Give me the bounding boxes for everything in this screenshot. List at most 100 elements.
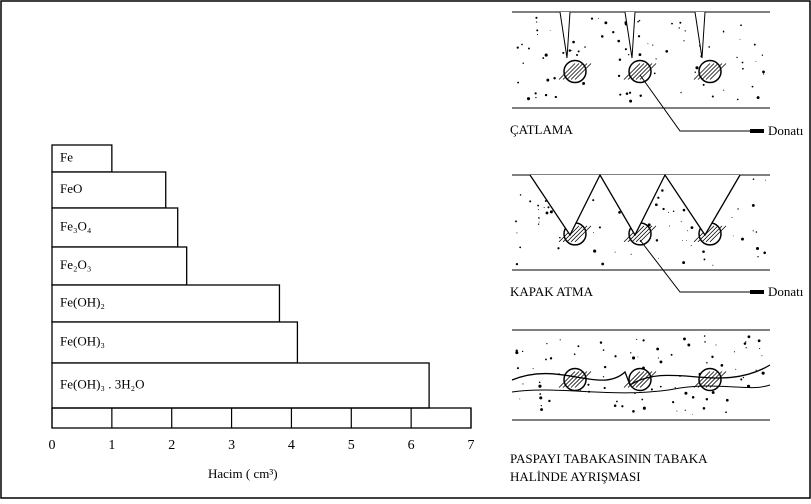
aggregate [523, 63, 524, 64]
callout: Donatı [768, 123, 804, 138]
aggregate [591, 17, 593, 19]
aggregate [522, 351, 523, 352]
aggregate [529, 200, 531, 202]
aggregate [519, 398, 520, 399]
aggregate [651, 388, 653, 390]
aggregate [626, 92, 629, 95]
bar-label: Fe₃O₄ [60, 218, 92, 233]
aggregate [592, 199, 594, 201]
aggregate [618, 75, 620, 77]
aggregate [642, 339, 644, 341]
aggregate [539, 222, 540, 223]
aggregate [527, 97, 530, 100]
aggregate [756, 231, 758, 233]
aggregate [658, 258, 659, 259]
diagram-label: PASPAYI TABAKASININ TABAKA [510, 451, 708, 466]
aggregate [598, 18, 599, 19]
aggregate [661, 189, 664, 192]
aggregate [636, 339, 637, 340]
aggregate [616, 401, 618, 403]
aggregate [687, 230, 688, 231]
aggregate [517, 82, 519, 84]
aggregate [538, 217, 540, 219]
aggregate [762, 55, 763, 56]
aggregate [521, 44, 523, 46]
aggregate [517, 367, 519, 369]
aggregate [657, 197, 659, 199]
page: Hacim ( cm³) ÇATLAMA Donatı KAPAK ATMA D… [0, 0, 811, 504]
aggregate [545, 54, 548, 57]
bar-label: Fe [60, 149, 73, 164]
aggregate [577, 345, 579, 347]
aggregate [731, 217, 732, 218]
aggregate [703, 84, 705, 86]
aggregate [712, 265, 713, 266]
x-tick-label: 7 [468, 438, 475, 453]
aggregate [535, 92, 537, 94]
aggregate [550, 357, 552, 359]
diagram-label: ÇATLAMA [510, 122, 573, 137]
x-tick-label: 1 [108, 438, 115, 453]
aggregate [757, 256, 758, 257]
aggregate [537, 205, 539, 207]
aggregate [603, 349, 605, 351]
aggregate [629, 100, 632, 103]
aggregate [604, 366, 606, 368]
aggregate [671, 23, 673, 25]
aggregate [541, 405, 542, 406]
aggregate [668, 212, 669, 213]
aggregate [639, 20, 640, 21]
aggregate [745, 341, 746, 342]
x-tick-label: 6 [408, 438, 415, 453]
aggregate [614, 355, 616, 357]
aggregate [576, 54, 578, 56]
aggregate [637, 21, 639, 23]
aggregate [516, 232, 517, 233]
aggregate [637, 356, 638, 357]
aggregate [763, 252, 766, 255]
aggregate [515, 351, 518, 354]
aggregate [704, 341, 706, 343]
aggregate [572, 41, 575, 44]
aggregate [544, 207, 545, 208]
aggregate [571, 50, 572, 51]
aggregate [574, 353, 576, 355]
aggregate [535, 97, 536, 98]
x-tick-label: 0 [49, 438, 56, 453]
aggregate [550, 210, 553, 213]
aggregate [538, 385, 541, 388]
aggregate [756, 247, 759, 250]
aggregate [753, 178, 755, 180]
aggregate [639, 53, 642, 56]
aggregate [681, 221, 682, 222]
aggregate [516, 263, 518, 265]
aggregate [604, 387, 606, 389]
aggregate [601, 263, 604, 266]
aggregate [584, 46, 586, 48]
aggregate [683, 209, 686, 212]
aggregate [538, 209, 539, 210]
aggregate [740, 378, 742, 380]
aggregate [632, 356, 635, 359]
aggregate [682, 240, 683, 241]
aggregate [625, 48, 627, 50]
aggregate [683, 337, 686, 340]
aggregate [615, 252, 616, 253]
aggregate [711, 356, 713, 358]
aggregate [692, 396, 695, 399]
aggregate [517, 47, 519, 49]
aggregate [539, 382, 541, 384]
aggregate [600, 341, 602, 343]
aggregate [662, 208, 664, 210]
aggregate [545, 359, 547, 361]
aggregate [617, 40, 620, 43]
aggregate [548, 400, 550, 402]
aggregate [519, 246, 521, 248]
aggregate [658, 357, 659, 358]
aggregate [742, 68, 744, 70]
bar-label: FeO [60, 181, 82, 196]
aggregate [741, 238, 744, 241]
aggregate [669, 226, 670, 227]
aggregate [603, 376, 604, 377]
aggregate [537, 34, 538, 35]
